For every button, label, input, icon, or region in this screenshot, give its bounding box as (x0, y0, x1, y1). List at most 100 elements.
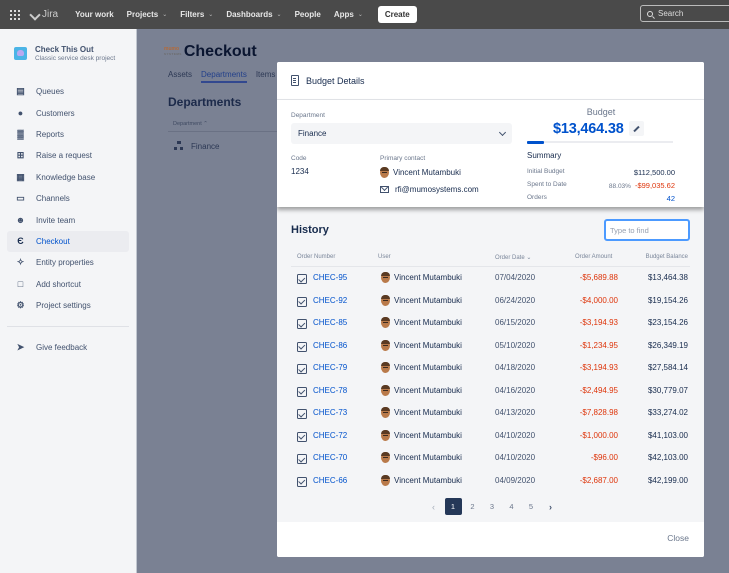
user-avatar (381, 452, 390, 463)
sidebar-item-channels[interactable]: ▭ Channels (7, 188, 129, 209)
order-amount: -$96.00 (590, 453, 618, 462)
department-column-header[interactable]: Department ⌃ (173, 121, 208, 127)
brand-top: mumo (164, 46, 179, 52)
primary-contact-user[interactable]: Vincent Mutambuki (380, 167, 461, 178)
tab-departments[interactable]: Departments (201, 70, 247, 83)
next-page-button[interactable]: › (549, 501, 552, 512)
primary-contact-email[interactable]: rfi@mumosystems.com (380, 185, 479, 194)
order-link[interactable]: CHEC-72 (313, 430, 348, 440)
order-amount: -$1,000.00 (579, 430, 618, 440)
sidebar-item-knowledge-base[interactable]: ▦ Knowledge base (7, 167, 129, 188)
tab-items[interactable]: Items (255, 70, 276, 79)
project-header[interactable]: Check This Out Classic service desk proj… (0, 29, 136, 62)
page-button-4[interactable]: 4 (509, 502, 514, 511)
give-feedback-button[interactable]: ➤ Give feedback (7, 337, 129, 358)
sidebar-item-label: Queues (36, 87, 65, 97)
user-name: Vincent Mutambuki (394, 295, 462, 305)
sidebar-item-entity-properties[interactable]: ✧ Entity properties (7, 252, 129, 273)
sidebar-item-customers[interactable]: ● Customers (7, 102, 129, 123)
sidebar-item-queues[interactable]: ▤ Queues (7, 81, 129, 102)
top-navigation: Jira Your work Projects ⌄ Filters ⌄ Dashbo… (0, 0, 729, 29)
order-date: 06/24/2020 (495, 295, 536, 305)
chevron-down-icon: ⌄ (162, 12, 168, 18)
find-input[interactable] (604, 219, 690, 241)
code-label: Code (291, 155, 307, 162)
page-button-1[interactable]: 1 (444, 498, 462, 515)
department-label: Department (291, 112, 325, 119)
edit-budget-button[interactable] (629, 121, 644, 136)
order-link[interactable]: CHEC-73 (313, 408, 348, 417)
order-date: 04/09/2020 (495, 475, 536, 485)
order-amount: -$2,687.00 (579, 475, 618, 485)
order-link[interactable]: CHEC-79 (313, 363, 348, 372)
sidebar-item-label: Checkout (36, 236, 70, 246)
nav-label: Apps (333, 10, 354, 19)
history-table-body: CHEC-95 Vincent Mutambuki 07/04/2020 -$5,68… (291, 268, 690, 493)
budget-balance: $27,584.14 (647, 363, 688, 372)
order-user: Vincent Mutambuki (381, 362, 462, 373)
budget-details-modal: Budget Details Department Finance Code 1… (277, 62, 704, 557)
customers-icon: ● (17, 108, 24, 119)
entity-properties-icon: ✧ (16, 257, 25, 268)
col-order-date[interactable]: Order Date ⌄ (495, 255, 532, 261)
previous-page-button[interactable]: ‹ (432, 501, 435, 512)
sidebar-item-label: Knowledge base (36, 172, 96, 182)
modal-header: Budget Details (277, 62, 704, 100)
order-date: 04/18/2020 (495, 363, 536, 372)
nav-filters[interactable]: Filters ⌄ (180, 10, 213, 19)
nav-dashboards[interactable]: Dashboards ⌄ (226, 10, 281, 19)
order-user: Vincent Mutambuki (381, 429, 462, 441)
nav-label: Filters (180, 10, 205, 19)
department-select[interactable]: Finance (291, 123, 512, 144)
order-link[interactable]: CHEC-66 (313, 475, 348, 485)
global-search-input[interactable]: Search (640, 5, 729, 22)
chevron-down-icon: ⌄ (276, 12, 282, 18)
order-link[interactable]: CHEC-85 (313, 318, 348, 327)
col-user[interactable]: User (378, 254, 391, 260)
order-link[interactable]: CHEC-70 (313, 453, 348, 462)
create-button[interactable]: Create (377, 6, 417, 23)
sidebar-item-checkout[interactable]: Є Checkout (7, 230, 129, 253)
app-switcher-icon[interactable] (10, 9, 20, 20)
search-placeholder: Search (658, 9, 684, 18)
budget-balance: $23,154.26 (647, 318, 688, 327)
checkbox-icon (297, 364, 307, 374)
col-order-amount[interactable]: Order Amount (575, 254, 613, 260)
nav-label: Your work (75, 10, 114, 19)
sidebar-item-raise-request[interactable]: ⊞ Raise a request (7, 145, 129, 166)
page-button-2[interactable]: 2 (470, 502, 475, 511)
order-link[interactable]: CHEC-78 (313, 385, 348, 395)
orders-count[interactable]: 42 (666, 194, 675, 203)
initial-budget-value: $112,500.00 (633, 168, 675, 177)
order-user: Vincent Mutambuki (381, 294, 462, 306)
nav-people[interactable]: People (295, 10, 321, 19)
page-header: mumo SYSTEMS Checkout (164, 43, 257, 61)
user-avatar (381, 384, 390, 396)
sidebar-item-project-settings[interactable]: ⚙ Project settings (7, 295, 129, 316)
jira-logo[interactable]: Jira (29, 9, 58, 20)
sidebar-item-add-shortcut[interactable]: □ Add shortcut (7, 274, 129, 295)
page-button-3[interactable]: 3 (489, 502, 495, 511)
history-title: History (291, 224, 329, 236)
department-row[interactable]: Finance (174, 141, 219, 151)
table-row: CHEC-92 Vincent Mutambuki 06/24/2020 -$4,00… (291, 291, 690, 314)
close-button[interactable]: Close (667, 533, 689, 543)
order-link[interactable]: CHEC-95 (313, 273, 348, 282)
add-shortcut-icon: □ (17, 279, 24, 290)
nav-apps[interactable]: Apps ⌄ (334, 10, 363, 19)
nav-projects[interactable]: Projects ⌄ (127, 10, 168, 19)
sidebar-item-reports[interactable]: ▓ Reports (7, 124, 129, 145)
modal-title: Budget Details (306, 75, 365, 86)
page-button-5[interactable]: 5 (528, 502, 534, 511)
order-link[interactable]: CHEC-86 (313, 340, 348, 350)
nav-your-work[interactable]: Your work (75, 10, 114, 19)
col-budget-balance[interactable]: Budget Balance (645, 254, 688, 260)
checkbox-icon (297, 454, 307, 464)
col-order-number[interactable]: Order Number (297, 254, 336, 260)
order-link[interactable]: CHEC-92 (313, 295, 348, 305)
table-row: CHEC-79 Vincent Mutambuki 04/18/2020 -$3,19… (291, 358, 690, 381)
tab-assets[interactable]: Assets (168, 70, 193, 79)
raise-request-icon: ⊞ (16, 150, 25, 161)
user-avatar (381, 339, 390, 351)
sidebar-item-invite-team[interactable]: ☻ Invite team (7, 209, 129, 230)
